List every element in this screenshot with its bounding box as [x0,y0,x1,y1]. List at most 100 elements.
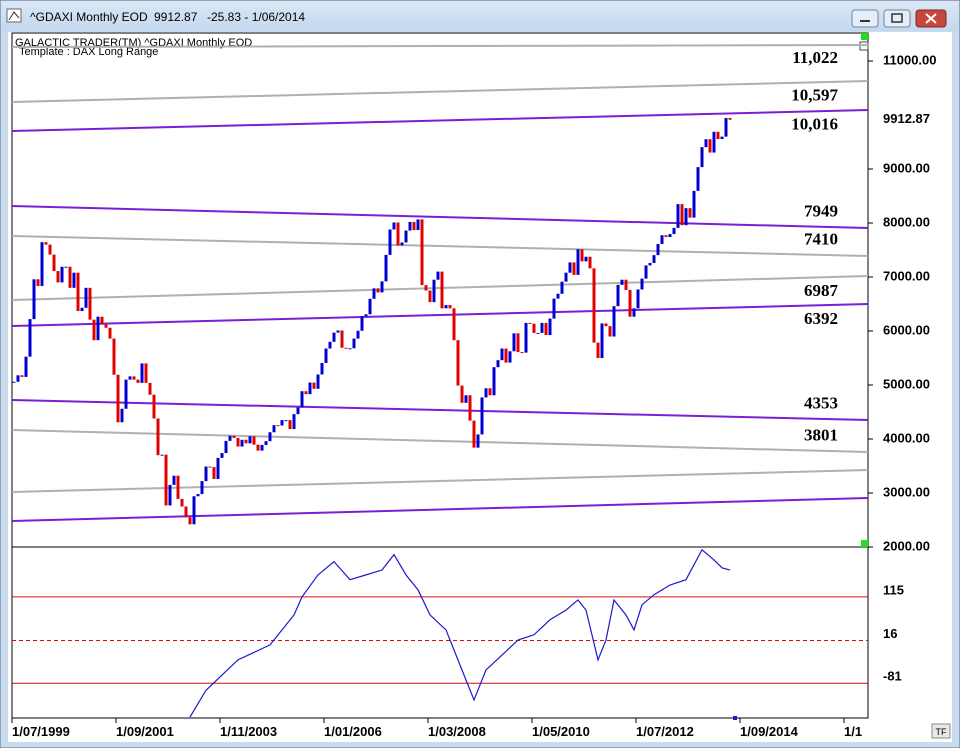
candle [256,444,260,451]
candle [680,204,684,226]
candle [684,208,688,226]
candle [724,117,728,137]
candle [676,204,680,228]
candle [500,348,504,361]
candle [196,494,200,497]
candle [580,249,584,262]
candle [672,227,676,235]
candle [20,375,24,377]
level-line [11,303,869,327]
candle [588,256,592,269]
candle [480,397,484,435]
y-tick-label: 6000.00 [883,322,930,337]
candle [180,498,184,507]
y-tick-label: 4000.00 [883,430,930,445]
maximize-glyph [891,13,903,23]
candle [276,425,280,427]
level-label: 10,016 [791,115,838,134]
candle [260,444,264,451]
candle [568,262,572,273]
window-icon[interactable] [6,8,22,23]
candle [80,307,84,312]
candle [364,314,368,317]
candle [104,324,108,328]
candle [152,394,156,419]
y-tick-label: 3000.00 [883,484,930,499]
candle [648,262,652,266]
y-tick-label: 115 [883,582,904,597]
candle [720,136,724,140]
y-tick-label: -81 [883,669,902,684]
window-title-price: 9912.87 [154,10,198,24]
candle [632,308,636,317]
level-line [11,274,869,302]
candle [664,235,668,238]
candle [176,475,180,499]
candle [552,298,556,319]
candle [144,363,148,383]
candle [392,222,396,230]
candle [432,279,436,303]
candle [132,376,136,380]
candle [128,376,132,380]
candle [348,348,352,350]
candle [212,467,216,479]
candle [156,418,160,456]
candle [12,381,16,383]
pane-handle[interactable] [861,33,868,40]
candle [448,305,452,309]
pane-handle[interactable] [861,540,868,547]
candle [84,287,88,308]
candle [220,453,224,458]
y-tick-label: 5000.00 [883,376,930,391]
level-line [11,109,869,133]
window-title-change: -25.83 - 1/06/2014 [207,10,305,24]
candle [520,352,524,354]
level-line [11,469,869,493]
level-line [11,205,869,230]
scroll-marker [733,716,737,720]
candle [544,322,548,336]
candle [184,506,188,518]
candle [468,395,472,421]
candle [232,435,236,438]
y-tick-label: 9000.00 [883,160,930,175]
x-tick-label: 1/1 [844,724,862,739]
candle [96,316,100,341]
candle [264,441,268,445]
candle [572,262,576,275]
maximize-button[interactable] [883,9,911,28]
candle [36,279,40,286]
candle [512,333,516,352]
minimize-button[interactable] [851,9,879,28]
candle [668,234,672,238]
candle [192,496,196,525]
candle [312,382,316,389]
candle [204,466,208,482]
candle [600,323,604,359]
candle [700,147,704,168]
candle [440,271,444,309]
level-label: 3801 [804,425,838,444]
candle [396,222,400,246]
candle [708,139,712,153]
timeframe-button[interactable] [931,723,951,739]
candle [688,208,692,218]
candle [88,287,92,320]
candle [112,338,116,375]
x-tick-label: 1/11/2003 [220,724,277,739]
candle [68,266,72,288]
level-label: 7949 [804,201,838,220]
candle [332,332,336,342]
candle [428,290,432,303]
candle [536,332,540,334]
candle [124,379,128,409]
candle [696,167,700,191]
candle [64,266,68,268]
candle [372,288,376,299]
candle [704,139,708,148]
level-line [11,497,869,523]
candle [460,385,464,403]
candle [336,330,340,333]
level-line [11,80,869,104]
